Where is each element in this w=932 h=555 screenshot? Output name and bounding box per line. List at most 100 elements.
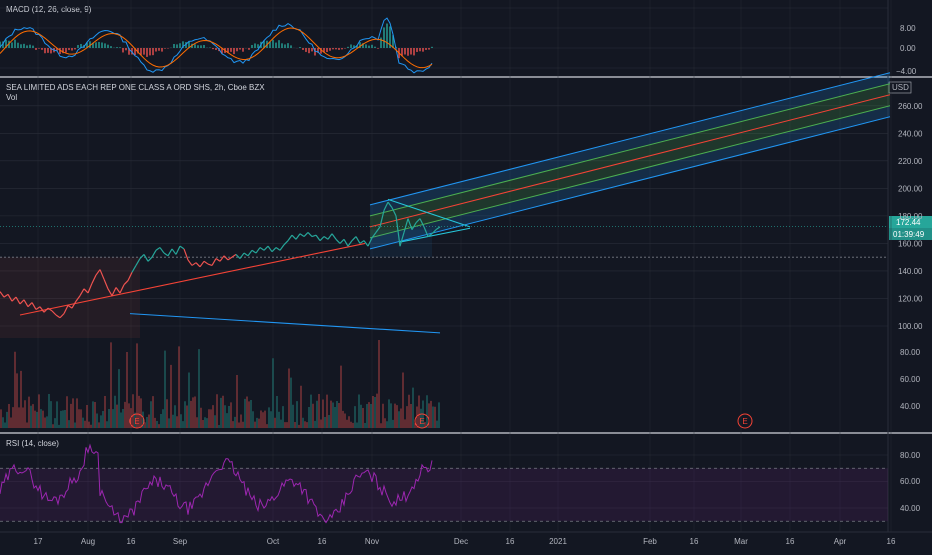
currency-badge[interactable]: USD bbox=[892, 83, 909, 92]
price-segment bbox=[15, 296, 21, 305]
price-segment bbox=[63, 305, 69, 314]
time-tick-label: Mar bbox=[734, 537, 748, 546]
price-segment bbox=[187, 259, 193, 266]
price-segment bbox=[255, 247, 261, 254]
last-price-badge[interactable] bbox=[889, 216, 932, 228]
countdown-label[interactable]: 01:39:49 bbox=[893, 230, 925, 239]
price-segment bbox=[115, 287, 121, 294]
price-segment bbox=[275, 247, 281, 251]
channel-band bbox=[370, 72, 890, 216]
price-segment bbox=[51, 310, 57, 316]
price-segment bbox=[131, 265, 137, 273]
price-segment bbox=[383, 201, 389, 211]
price-segment bbox=[431, 229, 437, 235]
price-segment bbox=[91, 274, 97, 284]
rsi-band-fill bbox=[0, 468, 888, 522]
price-segment bbox=[223, 255, 229, 261]
macd-tick-label: −4.00 bbox=[896, 67, 917, 76]
countdown-badge[interactable] bbox=[889, 228, 932, 240]
price-segment bbox=[171, 248, 177, 255]
time-tick-label: 17 bbox=[34, 537, 43, 546]
price-segment bbox=[407, 218, 413, 230]
price-segment bbox=[367, 237, 373, 247]
price-tick-label: 140.00 bbox=[898, 267, 923, 276]
price-segment bbox=[55, 314, 61, 319]
price-segment bbox=[307, 231, 313, 237]
price-segment bbox=[183, 248, 189, 261]
price-segment bbox=[23, 299, 29, 308]
price-segment bbox=[243, 252, 249, 257]
price-segment bbox=[299, 233, 305, 238]
earnings-label: E bbox=[419, 417, 424, 426]
price-segment bbox=[31, 302, 37, 310]
price-segment bbox=[111, 287, 117, 296]
rsi-tick-label: 60.00 bbox=[900, 477, 921, 486]
price-segment bbox=[363, 240, 369, 247]
price-segment bbox=[291, 234, 297, 240]
pennant-top bbox=[387, 198, 471, 228]
price-segment bbox=[231, 253, 237, 258]
price-tick-label: 120.00 bbox=[898, 294, 923, 303]
price-segment bbox=[387, 201, 393, 208]
price-segment bbox=[19, 299, 25, 305]
time-tick-label: 16 bbox=[127, 537, 136, 546]
volume-title: Vol bbox=[6, 93, 17, 102]
price-segment bbox=[47, 307, 53, 312]
price-segment bbox=[43, 307, 49, 313]
price-segment bbox=[419, 218, 425, 228]
volume-tick-label: 60.00 bbox=[900, 375, 921, 384]
channel-line bbox=[369, 105, 891, 239]
price-segment bbox=[75, 295, 81, 302]
price-segment bbox=[319, 236, 325, 242]
price-segment bbox=[295, 233, 301, 240]
price-segment bbox=[351, 236, 357, 242]
earnings-marker bbox=[129, 413, 145, 429]
price-segment bbox=[59, 313, 65, 319]
price-segment bbox=[267, 245, 273, 253]
price-segment bbox=[179, 245, 185, 250]
down-shade bbox=[0, 257, 140, 338]
price-segment bbox=[155, 247, 161, 251]
price-segment bbox=[395, 215, 401, 247]
price-tick-label: 160.00 bbox=[898, 239, 923, 248]
price-segment bbox=[335, 238, 341, 244]
price-segment bbox=[123, 280, 129, 286]
price-segment bbox=[199, 260, 205, 268]
price-segment bbox=[0, 291, 5, 298]
rsi-tick-label: 40.00 bbox=[900, 504, 921, 513]
channel-line bbox=[369, 94, 891, 228]
last-price-label[interactable]: 172.44 bbox=[896, 218, 921, 227]
channel-band bbox=[370, 105, 890, 249]
macd-tick-label: 0.00 bbox=[900, 44, 916, 53]
price-segment bbox=[103, 278, 109, 290]
price-segment bbox=[159, 247, 165, 254]
price-segment bbox=[415, 218, 421, 224]
price-segment bbox=[339, 238, 345, 244]
time-tick-label: Sep bbox=[173, 537, 188, 546]
currency-badge-box[interactable] bbox=[888, 81, 912, 94]
price-segment bbox=[423, 226, 429, 237]
price-segment bbox=[191, 262, 197, 266]
pennant-bottom bbox=[399, 227, 471, 243]
blue-line bbox=[129, 313, 441, 334]
price-segment bbox=[239, 252, 245, 259]
price-segment bbox=[303, 231, 309, 237]
time-tick-label: 16 bbox=[690, 537, 699, 546]
price-segment bbox=[147, 256, 153, 262]
price-segment bbox=[403, 218, 409, 233]
price-segment bbox=[87, 283, 93, 294]
price-segment bbox=[427, 233, 433, 238]
price-segment bbox=[163, 252, 169, 257]
price-segment bbox=[247, 249, 253, 257]
price-segment bbox=[279, 244, 285, 251]
price-segment bbox=[71, 300, 77, 309]
price-segment bbox=[347, 240, 353, 247]
channel-band bbox=[370, 94, 890, 238]
price-segment bbox=[331, 233, 337, 240]
price-title: SEA LIMITED ADS EACH REP ONE CLASS A ORD… bbox=[6, 83, 265, 92]
macd-title: MACD (12, 26, close, 9) bbox=[6, 5, 92, 14]
time-tick-label: Dec bbox=[454, 537, 468, 546]
price-segment bbox=[287, 234, 293, 242]
price-segment bbox=[67, 304, 73, 309]
